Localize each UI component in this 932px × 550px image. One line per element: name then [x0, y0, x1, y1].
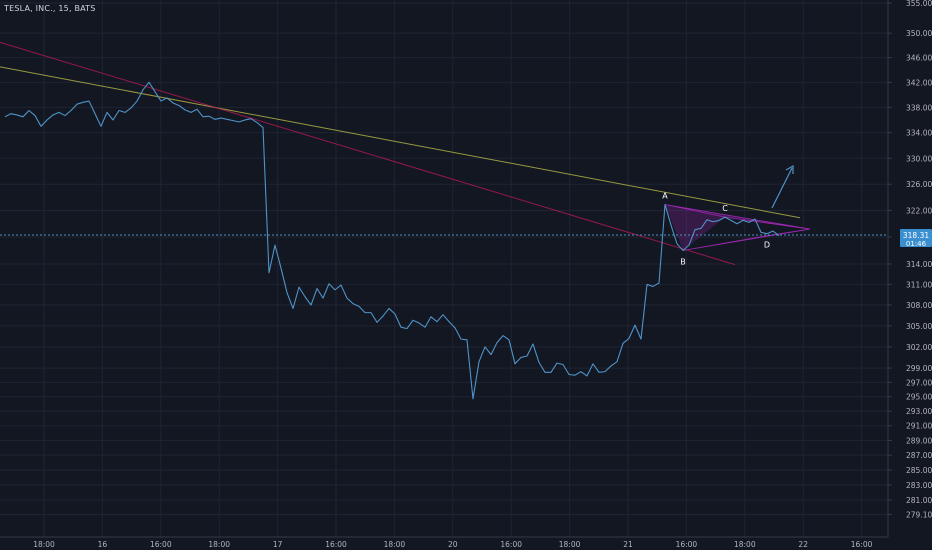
y-tick-label: 293.00 — [906, 407, 932, 416]
price-series — [4, 81, 780, 400]
symbol-title: TESLA, INC., 15, BATS — [4, 4, 96, 13]
y-tick-label: 305.00 — [906, 322, 932, 331]
pattern-inner — [665, 204, 725, 251]
y-tick-label: 330.00 — [906, 154, 932, 163]
vertical-grid — [43, 0, 863, 537]
trendline — [0, 41, 736, 266]
x-tick-label: 16:00 — [325, 540, 347, 549]
x-tick-label: 16:00 — [500, 540, 522, 549]
abcd-pattern: A B C D — [662, 192, 811, 266]
y-tick-label: 338.00 — [906, 103, 932, 112]
trendline — [0, 66, 801, 219]
trendlines — [0, 41, 801, 266]
x-tick-label: 16 — [98, 540, 108, 549]
time-axis-bg — [0, 537, 932, 550]
last-price-box — [900, 228, 932, 247]
y-tick-label: 322.00 — [906, 206, 932, 215]
y-tick-label: 308.00 — [906, 301, 932, 310]
y-tick-label: 287.00 — [906, 451, 932, 460]
horizontal-grid — [0, 2, 888, 516]
x-tick-label: 16:00 — [676, 540, 698, 549]
x-tick-label: 17 — [273, 540, 283, 549]
arrow-shaft — [771, 167, 793, 209]
x-tick-label: 18:00 — [559, 540, 581, 549]
arrow-head — [785, 164, 794, 174]
x-tick-label: 16:00 — [851, 540, 873, 549]
pattern-lower-triangle — [682, 228, 811, 251]
y-tick-label: 302.00 — [906, 343, 932, 352]
y-tick-label: 281.00 — [906, 496, 932, 505]
y-tick-label: 297.00 — [906, 378, 932, 387]
y-tick-label: 291.00 — [906, 422, 932, 431]
x-tick-label: 18:00 — [734, 540, 756, 549]
x-tick-label: 18:00 — [33, 540, 55, 549]
y-tick-label: 314.00 — [906, 260, 932, 269]
price-axis-bg — [888, 0, 932, 550]
y-tick-label: 311.00 — [906, 280, 932, 289]
y-tick-label: 346.00 — [906, 54, 932, 63]
x-tick-label: 20 — [448, 540, 458, 549]
y-tick-label: 326.00 — [906, 180, 932, 189]
bar-countdown: 01:46 — [906, 240, 927, 248]
x-tick-label: 18:00 — [208, 540, 230, 549]
y-tick-label: 279.10 — [906, 511, 932, 520]
y-tick-label: 350.00 — [906, 29, 932, 38]
price-line — [4, 81, 780, 400]
pattern-label: A — [662, 192, 668, 201]
y-tick-label: 299.00 — [906, 364, 932, 373]
pattern-label: B — [680, 257, 686, 266]
x-tick-label: 21 — [623, 540, 633, 549]
y-tick-label: 342.00 — [906, 78, 932, 87]
x-tick-label: 16:00 — [150, 540, 172, 549]
y-tick-label: 355.00 — [906, 0, 932, 8]
y-tick-label: 283.00 — [906, 481, 932, 490]
projection-arrow — [771, 164, 794, 209]
last-price-value: 318.31 — [903, 231, 929, 240]
y-tick-label: 285.00 — [906, 466, 932, 475]
pattern-upper-triangle — [664, 204, 811, 230]
x-tick-label: 22 — [798, 540, 808, 549]
pattern-label: C — [722, 204, 728, 213]
y-tick-label: 289.00 — [906, 436, 932, 445]
pattern-label: D — [764, 241, 770, 250]
x-tick-label: 18:00 — [384, 540, 406, 549]
y-tick-label: 334.00 — [906, 129, 932, 138]
y-tick-label: 295.00 — [906, 393, 932, 402]
